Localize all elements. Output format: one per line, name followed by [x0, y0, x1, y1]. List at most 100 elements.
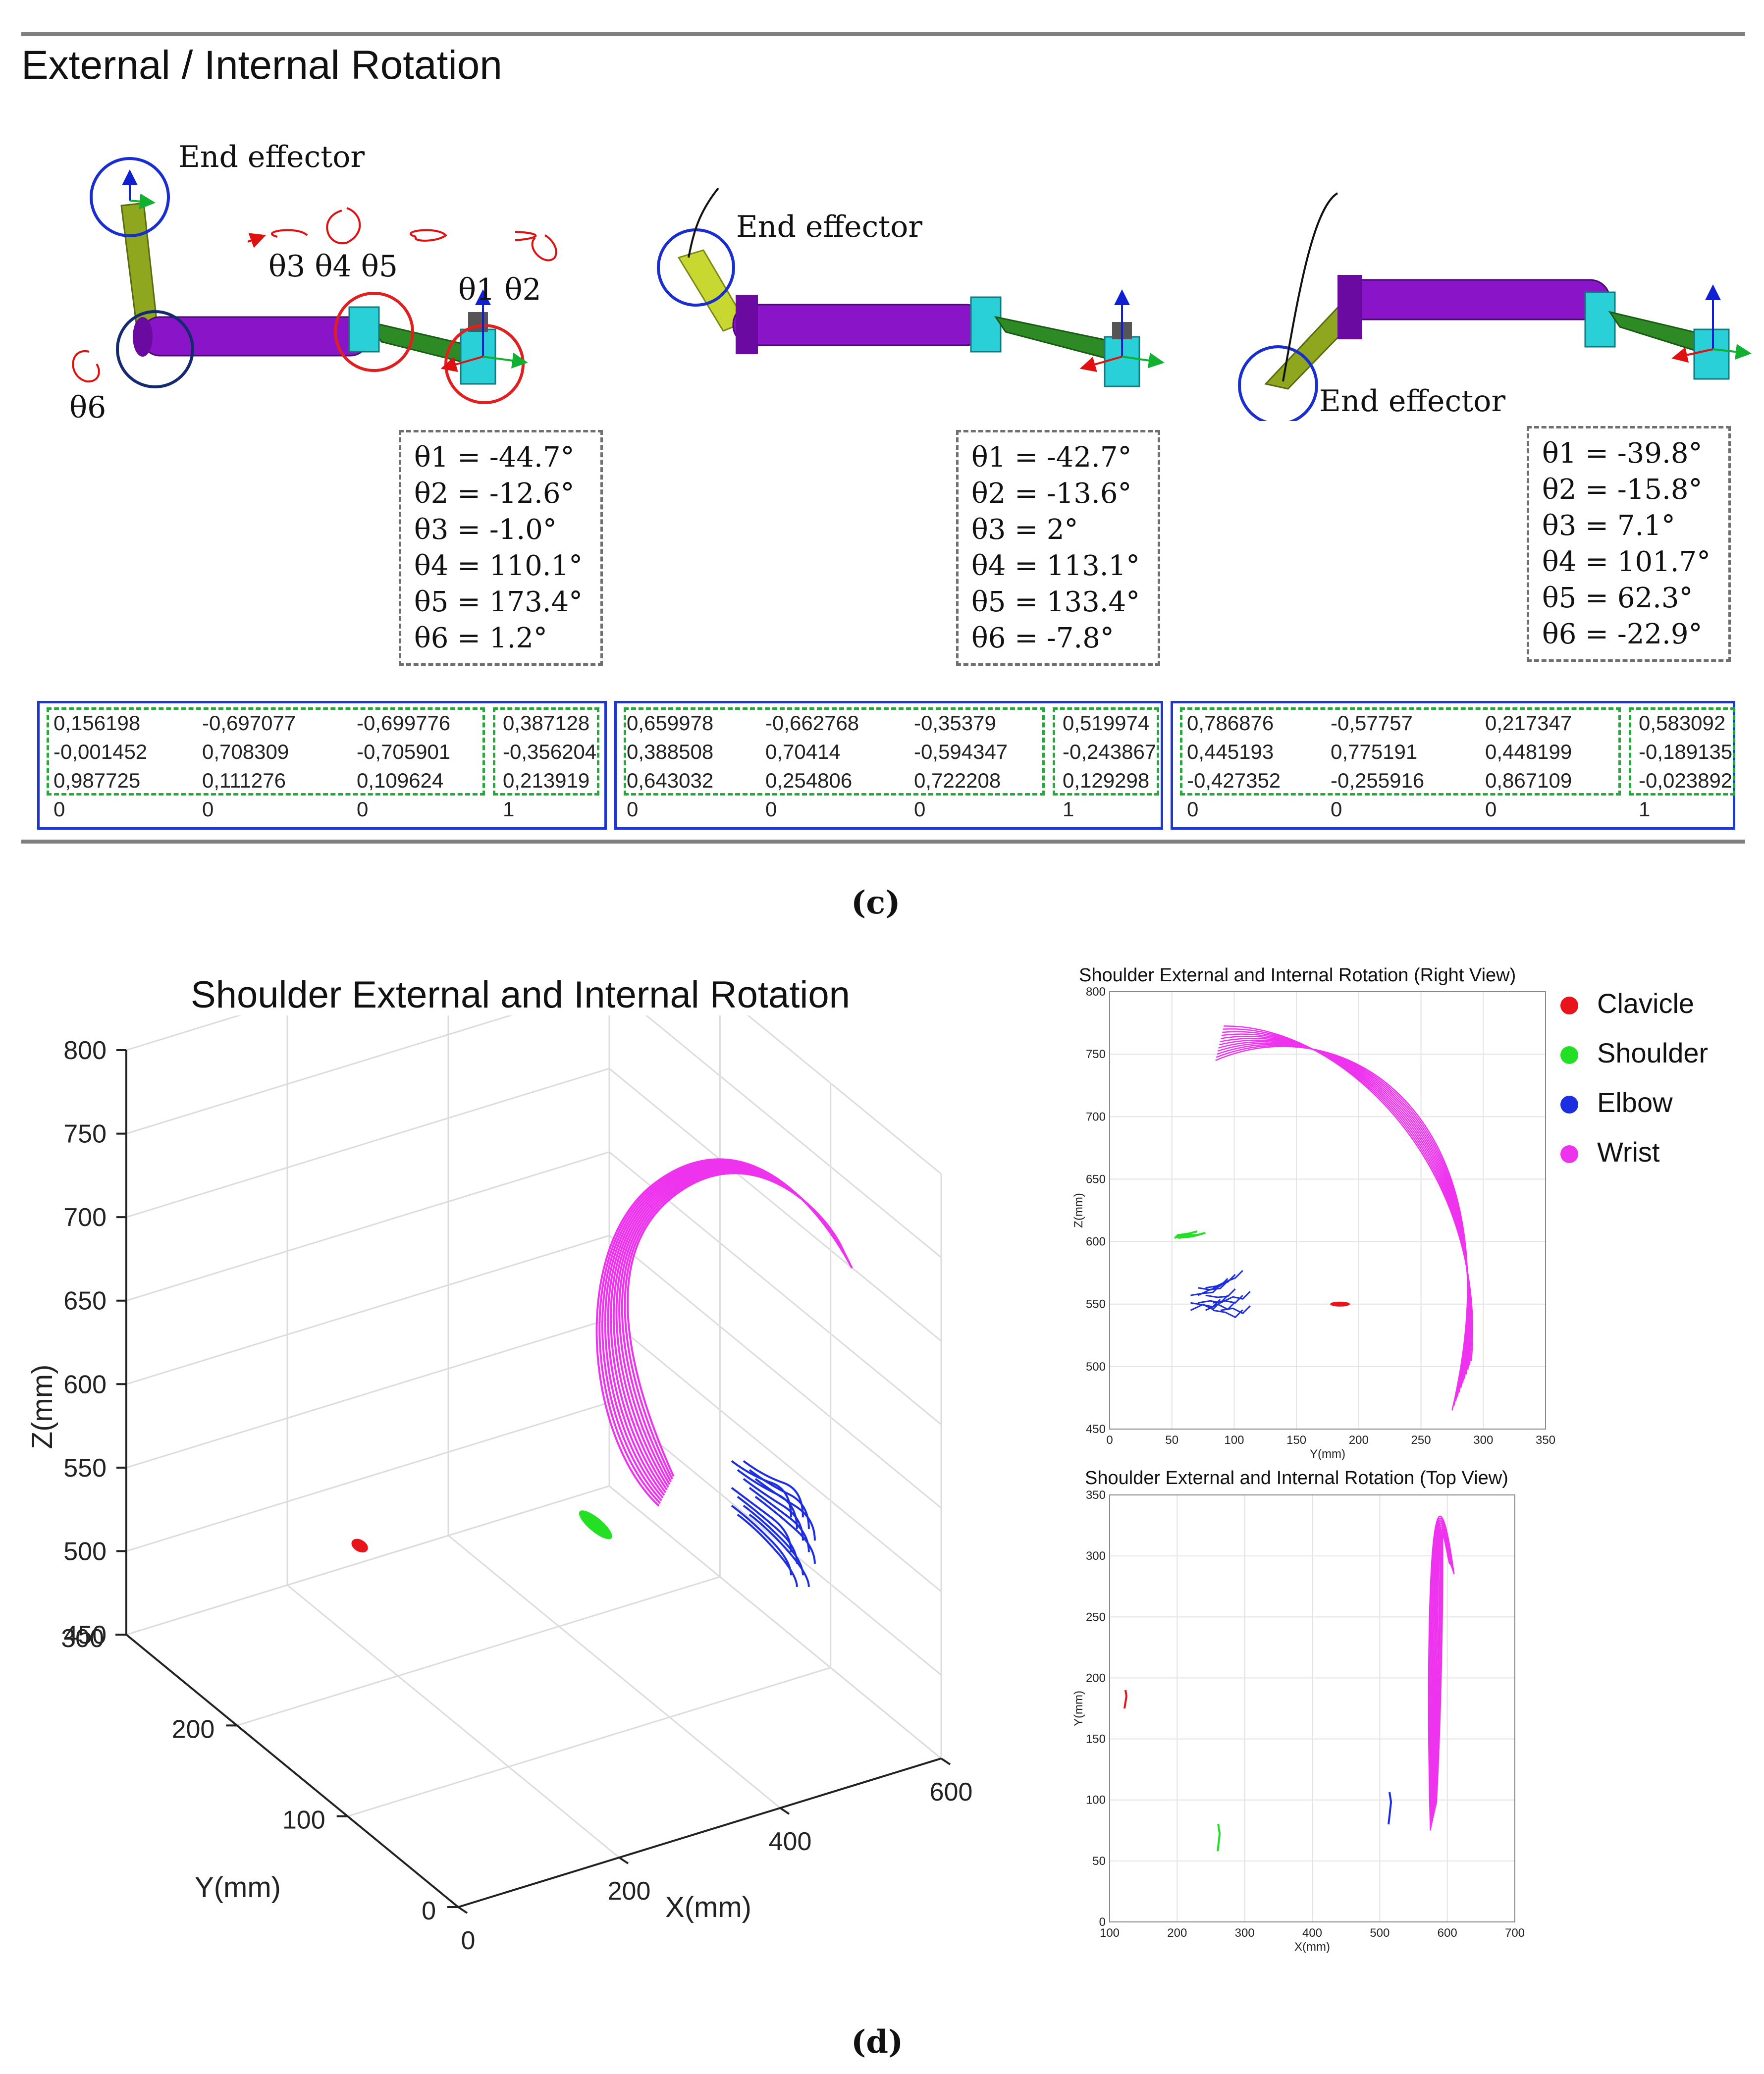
gridline: [747, 1015, 942, 1175]
elbow-trace: [737, 1495, 798, 1564]
gridline: [609, 1235, 942, 1509]
angle-theta2: θ2 = -15.8°: [1542, 474, 1703, 506]
x-axis: [458, 1757, 942, 1908]
wrist-trace: [1221, 1036, 1470, 1379]
z-tick-label: 500: [63, 1537, 107, 1566]
shoulder-trace: [1217, 1823, 1221, 1852]
matrix-cell: -0,255916: [1331, 769, 1425, 792]
x-tick: [940, 1757, 951, 1765]
wrist-trace: [1220, 1037, 1470, 1383]
matrix-cell: 0,448199: [1485, 740, 1572, 763]
grid-3d: [125, 1015, 942, 1908]
matrix-cell: 1: [1639, 798, 1651, 821]
elbow-trace: [748, 1513, 810, 1587]
chart-right-view-title: Shoulder External and Internal Rotation …: [1079, 965, 1516, 986]
chart-right-view: 0 50 100 150 200 250 300 350 450 500 550 600 650 700 7…: [1072, 986, 1555, 1461]
legend-item-clavicle: Clavicle: [1560, 987, 1694, 1019]
chart-top-view: 100 200 300 400 500 600 700 0 50 100 150 200 250 300 3…: [1072, 1489, 1525, 1954]
plot-frame: [1109, 991, 1546, 1430]
z-tick-label: 650: [63, 1287, 107, 1316]
wrist-trace: [1217, 1044, 1469, 1402]
x-tick-label: 0: [1106, 1434, 1113, 1447]
x-tick-label: 50: [1165, 1434, 1178, 1447]
matrix-cell: 0: [202, 798, 214, 821]
plot-frame: [1109, 1494, 1515, 1922]
gridline: [609, 1067, 942, 1342]
x-axis-label: X(mm): [1294, 1940, 1330, 1954]
clavicle-cluster: [1330, 1301, 1350, 1307]
z-tick-label: 550: [63, 1454, 107, 1483]
gridline: [126, 1067, 610, 1218]
end-effector-label-2: End effector: [736, 210, 923, 244]
y-tick-label: 100: [1086, 1794, 1106, 1807]
z-tick-label: 600: [63, 1370, 107, 1399]
matrix-cell: 0,583092: [1639, 711, 1726, 735]
angle-theta2: θ2 = -12.6°: [414, 478, 575, 510]
y-tick-label: 100: [282, 1806, 325, 1835]
matrix-cell: 0,111276: [202, 769, 286, 792]
gridline: [236, 1576, 720, 1726]
shoulder-points: [579, 1510, 612, 1540]
z-tick-label: 450: [63, 1621, 107, 1649]
robot-pose-2: [657, 187, 1165, 387]
matrix-cell: 0,387128: [503, 711, 590, 735]
matrix-cell: -0,356204: [503, 740, 597, 763]
transform-matrix-pose-2: 0,659978 -0,662768 -0,35379 0,519974 0,38850…: [614, 701, 1163, 830]
joint-label-theta345: θ3 θ4 θ5: [268, 249, 398, 284]
y-tick-label: 450: [1086, 1423, 1106, 1436]
y-tick-label: 0: [1099, 1915, 1106, 1929]
y-tick-label: 150: [1086, 1733, 1106, 1746]
legend-item-wrist: Wrist: [1560, 1136, 1660, 1168]
caption-c: (c): [851, 884, 901, 921]
clavicle-trace: [1123, 1690, 1128, 1709]
gridline: [126, 1485, 610, 1636]
wrist-trace: [1215, 1046, 1468, 1411]
x-tick-label: 300: [1473, 1434, 1493, 1447]
elbow-trace: [1220, 1291, 1251, 1304]
matrix-cell: -0,594347: [914, 740, 1008, 763]
matrix-cell: 0: [53, 798, 65, 821]
matrix-cell: 0: [1485, 798, 1497, 821]
matrix-cell: 0,867109: [1485, 769, 1572, 792]
matrix-cell: 0,156198: [53, 711, 141, 735]
chart-top-view-title: Shoulder External and Internal Rotation …: [1085, 1468, 1508, 1489]
clavicle-points: [1330, 1301, 1350, 1307]
chart-3d-title: Shoulder External and Internal Rotation: [191, 974, 850, 1016]
x-tick-label: 700: [1505, 1926, 1525, 1940]
y-tick-label: 650: [1086, 1172, 1106, 1186]
y-axis-label: Y(mm): [195, 1871, 281, 1904]
gridline: [126, 1015, 242, 1051]
translation-vector-box: [1053, 707, 1159, 796]
matrix-cell: 0,708309: [202, 740, 289, 763]
caption-d: (d): [851, 2023, 904, 2061]
matrix-cell: 0,217347: [1485, 711, 1572, 735]
gridline: [609, 1318, 942, 1593]
x-tick: [618, 1857, 629, 1864]
matrix-cell: 0,643032: [627, 769, 714, 792]
angle-theta6: θ6 = -22.9°: [1542, 618, 1703, 650]
rotation-submatrix-box: [47, 707, 485, 796]
angle-theta6: θ6 = -7.8°: [971, 622, 1114, 654]
z-tick-label: 750: [63, 1120, 107, 1149]
gridline: [287, 1584, 620, 1859]
matrix-cell: 0,213919: [503, 769, 590, 792]
y-tick-label: 750: [1086, 1048, 1106, 1061]
matrix-cell: 0,254806: [765, 769, 853, 792]
legend-dot-clavicle: [1560, 997, 1578, 1015]
elbow-trace: [1388, 1792, 1392, 1825]
y-axis-label: Y(mm): [1072, 1691, 1085, 1726]
matrix-cell: 0: [1331, 798, 1342, 821]
legend-dot-elbow: [1560, 1096, 1578, 1114]
end-effector-label-3: End effector: [1319, 384, 1506, 419]
wrist-trace: [1218, 1041, 1469, 1393]
gridline: [609, 1402, 942, 1676]
wrist-trace: [1219, 1039, 1469, 1388]
matrix-cell: 0,388508: [627, 740, 714, 763]
matrix-cell: 0: [627, 798, 639, 821]
matrix-cell: -0,189135: [1639, 740, 1733, 763]
legend-item-shoulder: Shoulder: [1560, 1037, 1708, 1069]
matrix-cell: -0,662768: [765, 711, 859, 735]
robot-arm-illustrations: [72, 157, 1752, 421]
matrix-cell: 0: [357, 798, 369, 821]
y-axis-label: Z(mm): [1072, 1193, 1085, 1228]
